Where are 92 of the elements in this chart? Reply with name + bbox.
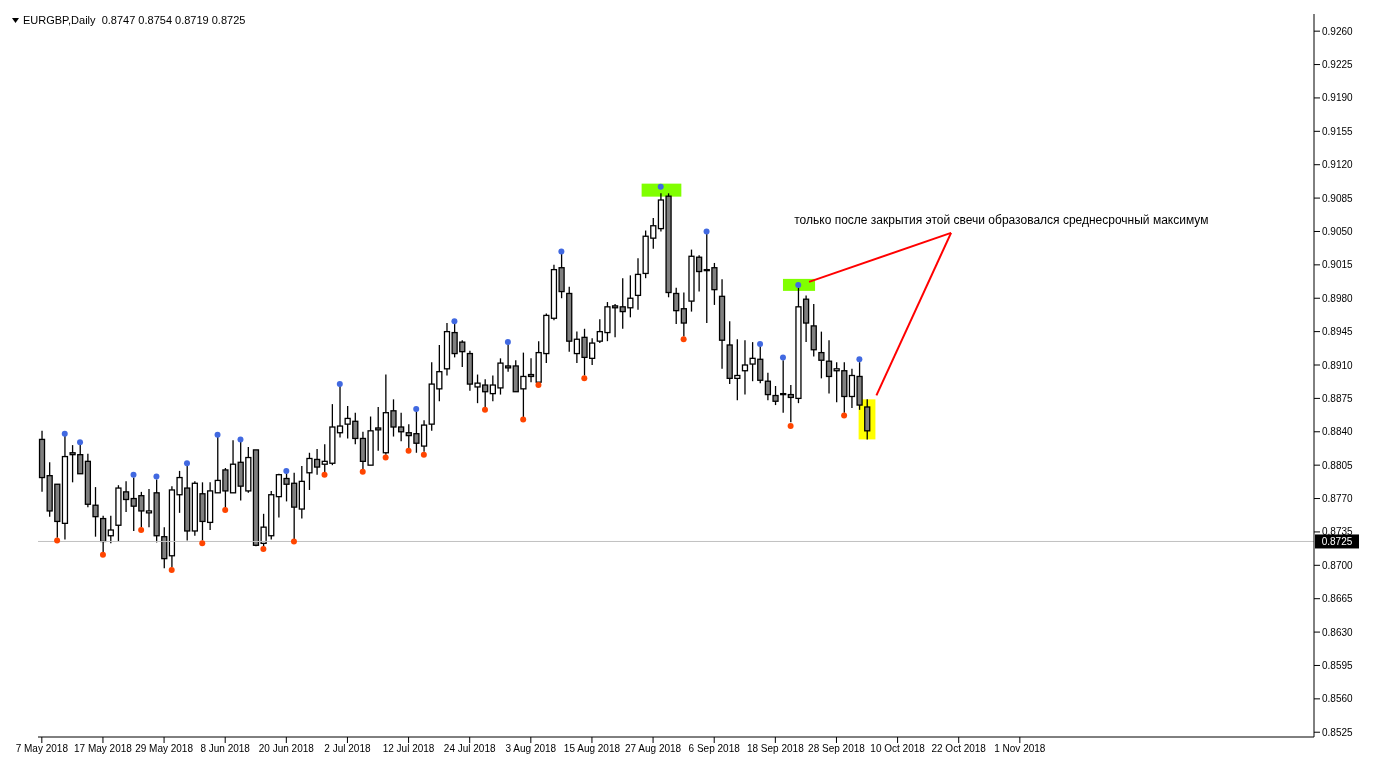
point <box>680 336 687 343</box>
point <box>405 447 412 454</box>
candlestick <box>107 515 114 545</box>
point <box>787 423 794 430</box>
x-tick-label: 17 May 2018 <box>74 743 133 755</box>
point <box>451 318 458 325</box>
y-tick-label: 0.8525 <box>1322 726 1354 738</box>
y-tick-label: 0.9085 <box>1322 192 1354 204</box>
y-tick-label: 0.8560 <box>1322 693 1354 705</box>
y-tick-label: 0.8665 <box>1322 593 1354 605</box>
x-tick-label: 6 Sep 2018 <box>688 743 741 755</box>
candlestick <box>161 526 168 569</box>
point <box>481 406 488 413</box>
x-tick-label: 22 Oct 2018 <box>931 743 987 755</box>
point <box>183 460 190 467</box>
point <box>504 339 511 346</box>
candlestick <box>818 330 825 380</box>
point <box>222 506 229 513</box>
point <box>520 416 527 423</box>
point <box>138 527 145 534</box>
point <box>856 356 863 363</box>
y-tick-label: 0.8735 <box>1322 526 1354 538</box>
y-tick-label: 0.9260 <box>1322 25 1354 37</box>
point <box>535 382 542 389</box>
y-tick-label: 0.8630 <box>1322 626 1354 638</box>
point <box>77 439 84 446</box>
x-tick-label: 12 Jul 2018 <box>382 743 435 755</box>
candlestick <box>673 287 680 325</box>
point <box>260 546 267 553</box>
point <box>290 538 297 545</box>
y-tick-label: 0.8805 <box>1322 459 1354 471</box>
y-tick-label: 0.9225 <box>1322 59 1354 71</box>
point <box>214 431 221 438</box>
point <box>703 228 710 235</box>
point <box>321 471 328 478</box>
candlestick <box>764 371 772 401</box>
x-tick-label: 15 Aug 2018 <box>563 743 621 755</box>
point <box>283 467 290 474</box>
x-tick-label: 20 Jun 2018 <box>258 743 315 755</box>
x-tick-label: 27 Aug 2018 <box>624 743 682 755</box>
chart-title: EURGBP,Daily 0.8747 0.8754 0.8719 0.8725 <box>23 14 246 26</box>
point <box>420 451 427 458</box>
x-tick-label: 8 Jun 2018 <box>200 743 251 755</box>
y-tick-label: 0.8840 <box>1322 426 1354 438</box>
x-tick-label: 28 Sep 2018 <box>808 743 866 755</box>
point <box>779 354 786 361</box>
point <box>54 537 61 544</box>
y-tick-label: 0.9120 <box>1322 159 1354 171</box>
point <box>795 281 802 288</box>
y-tick-label: 0.8875 <box>1322 392 1354 404</box>
x-tick-label: 1 Nov 2018 <box>994 743 1046 755</box>
point <box>168 567 175 574</box>
x-tick-label: 7 May 2018 <box>15 743 69 755</box>
point <box>237 436 244 443</box>
x-tick-label: 10 Oct 2018 <box>870 743 926 755</box>
point <box>359 468 366 475</box>
ref-line-label: 0.8725 <box>1321 536 1353 548</box>
y-tick-label: 0.9015 <box>1322 259 1354 271</box>
point <box>61 430 68 437</box>
x-tick-label: 29 May 2018 <box>135 743 194 755</box>
point <box>757 341 764 348</box>
candlestick <box>810 303 817 358</box>
y-tick-label: 0.9190 <box>1322 92 1354 104</box>
y-tick-label: 0.8595 <box>1322 660 1354 672</box>
point <box>130 471 137 478</box>
y-tick-label: 0.8910 <box>1322 359 1354 371</box>
x-tick-label: 24 Jul 2018 <box>443 743 496 755</box>
point <box>99 551 106 558</box>
point <box>657 183 664 190</box>
x-tick-label: 3 Aug 2018 <box>505 743 557 755</box>
y-tick-label: 0.8980 <box>1322 292 1354 304</box>
annotation: только после закрытия этой свечи образовался среднесрочный максимум <box>794 212 1209 227</box>
y-tick-label: 0.9050 <box>1322 226 1354 238</box>
point <box>336 381 343 388</box>
point <box>413 405 420 412</box>
point <box>581 375 588 382</box>
point <box>153 473 160 480</box>
candlestick <box>92 486 99 538</box>
y-tick-label: 0.9155 <box>1322 125 1354 137</box>
y-tick-label: 0.8770 <box>1322 493 1354 505</box>
x-tick-label: 18 Sep 2018 <box>746 743 805 755</box>
x-tick-label: 2 Jul 2018 <box>324 743 371 755</box>
point <box>841 412 848 419</box>
point <box>382 454 389 461</box>
candlestick <box>772 385 779 406</box>
point <box>558 248 565 255</box>
y-tick-label: 0.8700 <box>1322 559 1354 571</box>
candlestick <box>825 339 833 395</box>
candlestick <box>864 398 871 441</box>
y-tick-label: 0.8945 <box>1322 326 1354 338</box>
point <box>199 540 206 547</box>
candlestick <box>634 257 642 311</box>
